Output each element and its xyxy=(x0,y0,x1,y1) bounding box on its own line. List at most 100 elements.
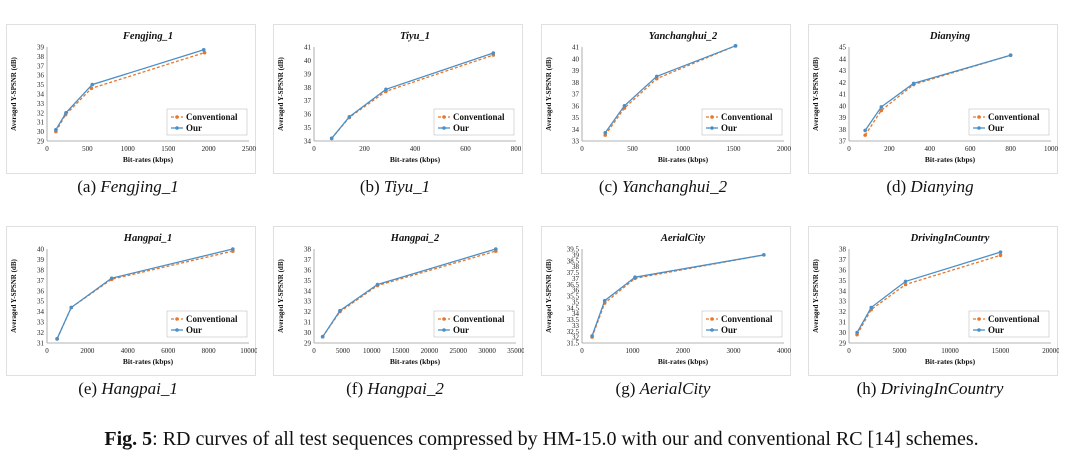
y-tick-label: 30 xyxy=(839,329,847,337)
series-line-our xyxy=(331,52,494,139)
data-point-our xyxy=(64,111,68,115)
x-tick-label: 10000 xyxy=(941,347,959,355)
data-point-our xyxy=(55,337,59,341)
y-tick-label: 37.5 xyxy=(567,269,580,277)
legend-marker-conventional xyxy=(175,317,179,321)
legend-marker-our xyxy=(442,328,446,332)
line-chart-svg: Yanchanghui_2 33 34 35 36 37 38 39 40 41 0 500 1000 1… xyxy=(545,31,792,164)
x-tick-label: 600 xyxy=(460,145,471,153)
data-point-our xyxy=(320,334,325,339)
y-tick-label: 35 xyxy=(839,277,847,285)
x-tick-label: 15000 xyxy=(992,347,1010,355)
data-point-our xyxy=(903,279,908,284)
plot-area: AerialCity 31.5 32 32.5 33 33.5 34 34.5 35 35.5 36… xyxy=(541,226,792,376)
data-point-our xyxy=(1008,53,1013,58)
subfigure-caption: (e) Hangpai_1 xyxy=(0,379,256,399)
plot-area: DrivingInCountry 29 30 31 32 33 34 35 36 37 38 0 500… xyxy=(808,226,1059,376)
data-point-our xyxy=(494,247,498,251)
legend-marker-conventional xyxy=(710,115,714,119)
y-tick-label: 38 xyxy=(572,263,580,271)
x-tick-label: 1000 xyxy=(626,347,641,355)
legend-marker-our xyxy=(977,126,981,130)
x-tick-label: 4000 xyxy=(777,347,792,355)
x-axis-label: Bit-rates (kbps) xyxy=(390,357,441,366)
legend-label-conventional: Conventional xyxy=(453,314,505,324)
y-tick-label: 30 xyxy=(304,329,312,337)
subfigure-letter: (h) xyxy=(856,379,881,398)
plot-area: Fengjing_1 29 30 31 32 33 34 35 36 37 38 39 0 500 1000… xyxy=(6,24,257,174)
x-tick-label: 10000 xyxy=(363,347,381,355)
x-tick-label: 500 xyxy=(82,145,93,153)
legend-box xyxy=(433,310,515,338)
legend-marker-our xyxy=(175,126,179,130)
data-point-our xyxy=(603,130,608,135)
x-tick-label: 1500 xyxy=(727,145,742,153)
y-axis-label: Averaged Y-SPSNR (dB) xyxy=(10,259,18,333)
data-point-our xyxy=(762,253,766,257)
y-axis-label: Averaged Y-SPSNR (dB) xyxy=(545,57,553,131)
y-tick-label: 36 xyxy=(572,287,580,295)
data-point-our xyxy=(998,250,1003,254)
data-point-our xyxy=(911,81,916,86)
y-tick-label: 35 xyxy=(37,81,45,89)
legend-box xyxy=(968,108,1050,136)
plot-area: Yanchanghui_2 33 34 35 36 37 38 39 40 41 0 500 1000 1… xyxy=(541,24,792,174)
y-tick-label: 38.5 xyxy=(567,257,580,265)
legend-label-conventional: Conventional xyxy=(988,112,1040,122)
x-tick-label: 2000 xyxy=(676,347,691,355)
subfigure-letter: (a) xyxy=(77,177,101,196)
y-tick-label: 45 xyxy=(839,44,847,52)
series-line-conventional xyxy=(55,51,205,132)
y-tick-label: 37 xyxy=(37,277,45,285)
y-tick-label: 33 xyxy=(839,298,847,306)
x-tick-label: 1000 xyxy=(1044,145,1059,153)
y-tick-label: 34 xyxy=(37,91,45,99)
y-tick-label: 32 xyxy=(839,308,847,316)
data-point-our xyxy=(338,308,342,313)
y-tick-label: 42 xyxy=(839,79,847,87)
y-tick-label: 33 xyxy=(37,319,45,327)
y-tick-label: 40 xyxy=(304,57,312,65)
legend-marker-conventional xyxy=(977,317,981,321)
chart-title: Hangpai_2 xyxy=(390,233,440,244)
subfigure-name: Tiyu_1 xyxy=(383,177,431,196)
y-tick-label: 34 xyxy=(572,310,580,318)
chart-title: Yanchanghui_2 xyxy=(649,31,718,42)
data-point-our xyxy=(622,103,627,108)
x-tick-label: 4000 xyxy=(121,347,136,355)
y-tick-label: 34 xyxy=(839,287,847,295)
y-axis-label: Averaged Y-SPSNR (dB) xyxy=(10,57,18,131)
chart-panel: Hangpai_1 31 32 33 34 35 36 37 38 39 40 0 2000 4000 60… xyxy=(0,226,257,436)
y-tick-label: 41 xyxy=(304,44,312,52)
series-line-our xyxy=(604,45,736,134)
subfigure-caption: (f) Hangpai_2 xyxy=(267,379,523,399)
y-tick-label: 34 xyxy=(37,308,45,316)
subfigure-letter: (e) xyxy=(78,379,102,398)
y-tick-label: 31.5 xyxy=(567,340,580,348)
chart-panel: DrivingInCountry 29 30 31 32 33 34 35 36 37 38 0 500… xyxy=(802,226,1059,436)
legend-box xyxy=(701,310,783,338)
legend-marker-our xyxy=(710,328,714,332)
y-tick-label: 38 xyxy=(572,79,580,87)
y-tick-label: 36 xyxy=(304,111,312,119)
data-point-our xyxy=(109,276,114,281)
data-point-our xyxy=(733,44,738,48)
y-axis-label: Averaged Y-SPSNR (dB) xyxy=(812,57,820,131)
data-point-our xyxy=(375,282,380,287)
legend-box xyxy=(166,108,248,136)
legend-marker-conventional xyxy=(977,115,981,119)
y-tick-label: 34 xyxy=(572,126,580,134)
series-line-our xyxy=(856,251,1001,333)
series-line-conventional xyxy=(604,45,736,136)
y-tick-label: 31 xyxy=(37,340,45,348)
data-point-our xyxy=(90,82,95,87)
subfigure-letter: (b) xyxy=(359,177,384,196)
legend-label-conventional: Conventional xyxy=(453,112,505,122)
legend-label-our: Our xyxy=(453,325,469,335)
legend-label-our: Our xyxy=(988,325,1004,335)
x-tick-label: 35000 xyxy=(507,347,524,355)
